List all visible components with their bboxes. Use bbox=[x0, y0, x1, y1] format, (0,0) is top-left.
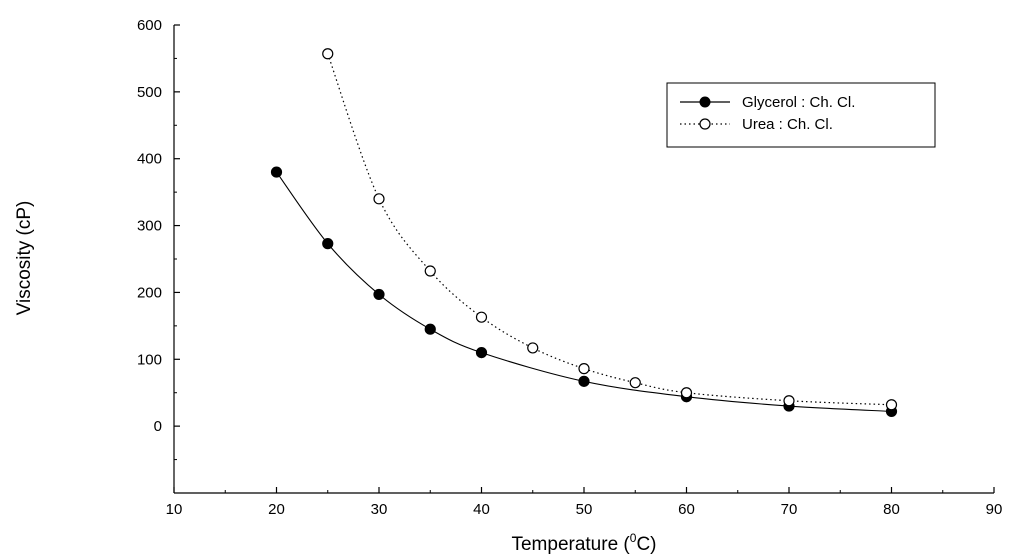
data-point-series-1 bbox=[885, 399, 898, 411]
data-point-series-0 bbox=[373, 288, 385, 301]
series-lines bbox=[276, 53, 892, 412]
data-point-series-0 bbox=[475, 347, 488, 359]
x-tick-label: 70 bbox=[781, 501, 798, 518]
x-tick-label: 50 bbox=[576, 501, 593, 518]
x-tick-label: 80 bbox=[883, 501, 900, 518]
y-tick-label: 300 bbox=[137, 218, 162, 235]
data-point-series-0 bbox=[424, 323, 436, 335]
legend-label-urea: Urea : Ch. Cl. bbox=[742, 116, 833, 133]
x-tick-label: 90 bbox=[986, 501, 1003, 518]
legend-label-glycerol: Glycerol : Ch. Cl. bbox=[742, 94, 855, 111]
x-axis-title: Temperature (0C) bbox=[511, 531, 656, 555]
data-point-series-1 bbox=[373, 193, 385, 205]
y-tick-label: 400 bbox=[137, 151, 162, 168]
data-point-series-1 bbox=[527, 342, 539, 354]
data-point-series-1 bbox=[680, 387, 693, 399]
x-tick-label: 40 bbox=[473, 501, 490, 518]
y-tick-label: 200 bbox=[137, 284, 162, 301]
legend-marker-glycerol bbox=[699, 96, 711, 108]
series-line-0 bbox=[276, 171, 892, 412]
data-point-series-1 bbox=[424, 265, 436, 277]
data-point-series-1 bbox=[475, 311, 488, 323]
y-tick-label: 500 bbox=[137, 84, 162, 101]
data-point-series-0 bbox=[322, 238, 334, 250]
data-point-series-1 bbox=[629, 377, 641, 389]
y-tick-label: 0 bbox=[154, 418, 162, 435]
x-tick-label: 20 bbox=[268, 501, 285, 518]
series-points bbox=[270, 48, 898, 418]
legend-marker-urea bbox=[699, 118, 711, 130]
data-point-series-0 bbox=[270, 166, 283, 178]
y-axis-title: Viscosity (cP) bbox=[14, 201, 35, 316]
x-tick-label: 10 bbox=[166, 501, 183, 518]
legend: Glycerol : Ch. Cl. Urea : Ch. Cl. bbox=[666, 82, 936, 148]
data-point-series-1 bbox=[578, 363, 590, 375]
series-line-1 bbox=[327, 53, 892, 406]
x-tick-label: 60 bbox=[678, 501, 695, 518]
y-axis-ticks: 0 100 200 300 400 500 600 bbox=[137, 17, 180, 461]
x-tick-label: 30 bbox=[371, 501, 388, 518]
x-axis-ticks: 10 20 30 40 50 60 70 80 90 bbox=[166, 487, 1003, 518]
y-tick-label: 600 bbox=[137, 17, 162, 34]
y-tick-label: 100 bbox=[137, 351, 162, 368]
data-point-series-1 bbox=[783, 395, 795, 407]
data-point-series-0 bbox=[578, 375, 590, 387]
data-point-series-1 bbox=[322, 48, 334, 60]
legend-box bbox=[666, 82, 936, 148]
